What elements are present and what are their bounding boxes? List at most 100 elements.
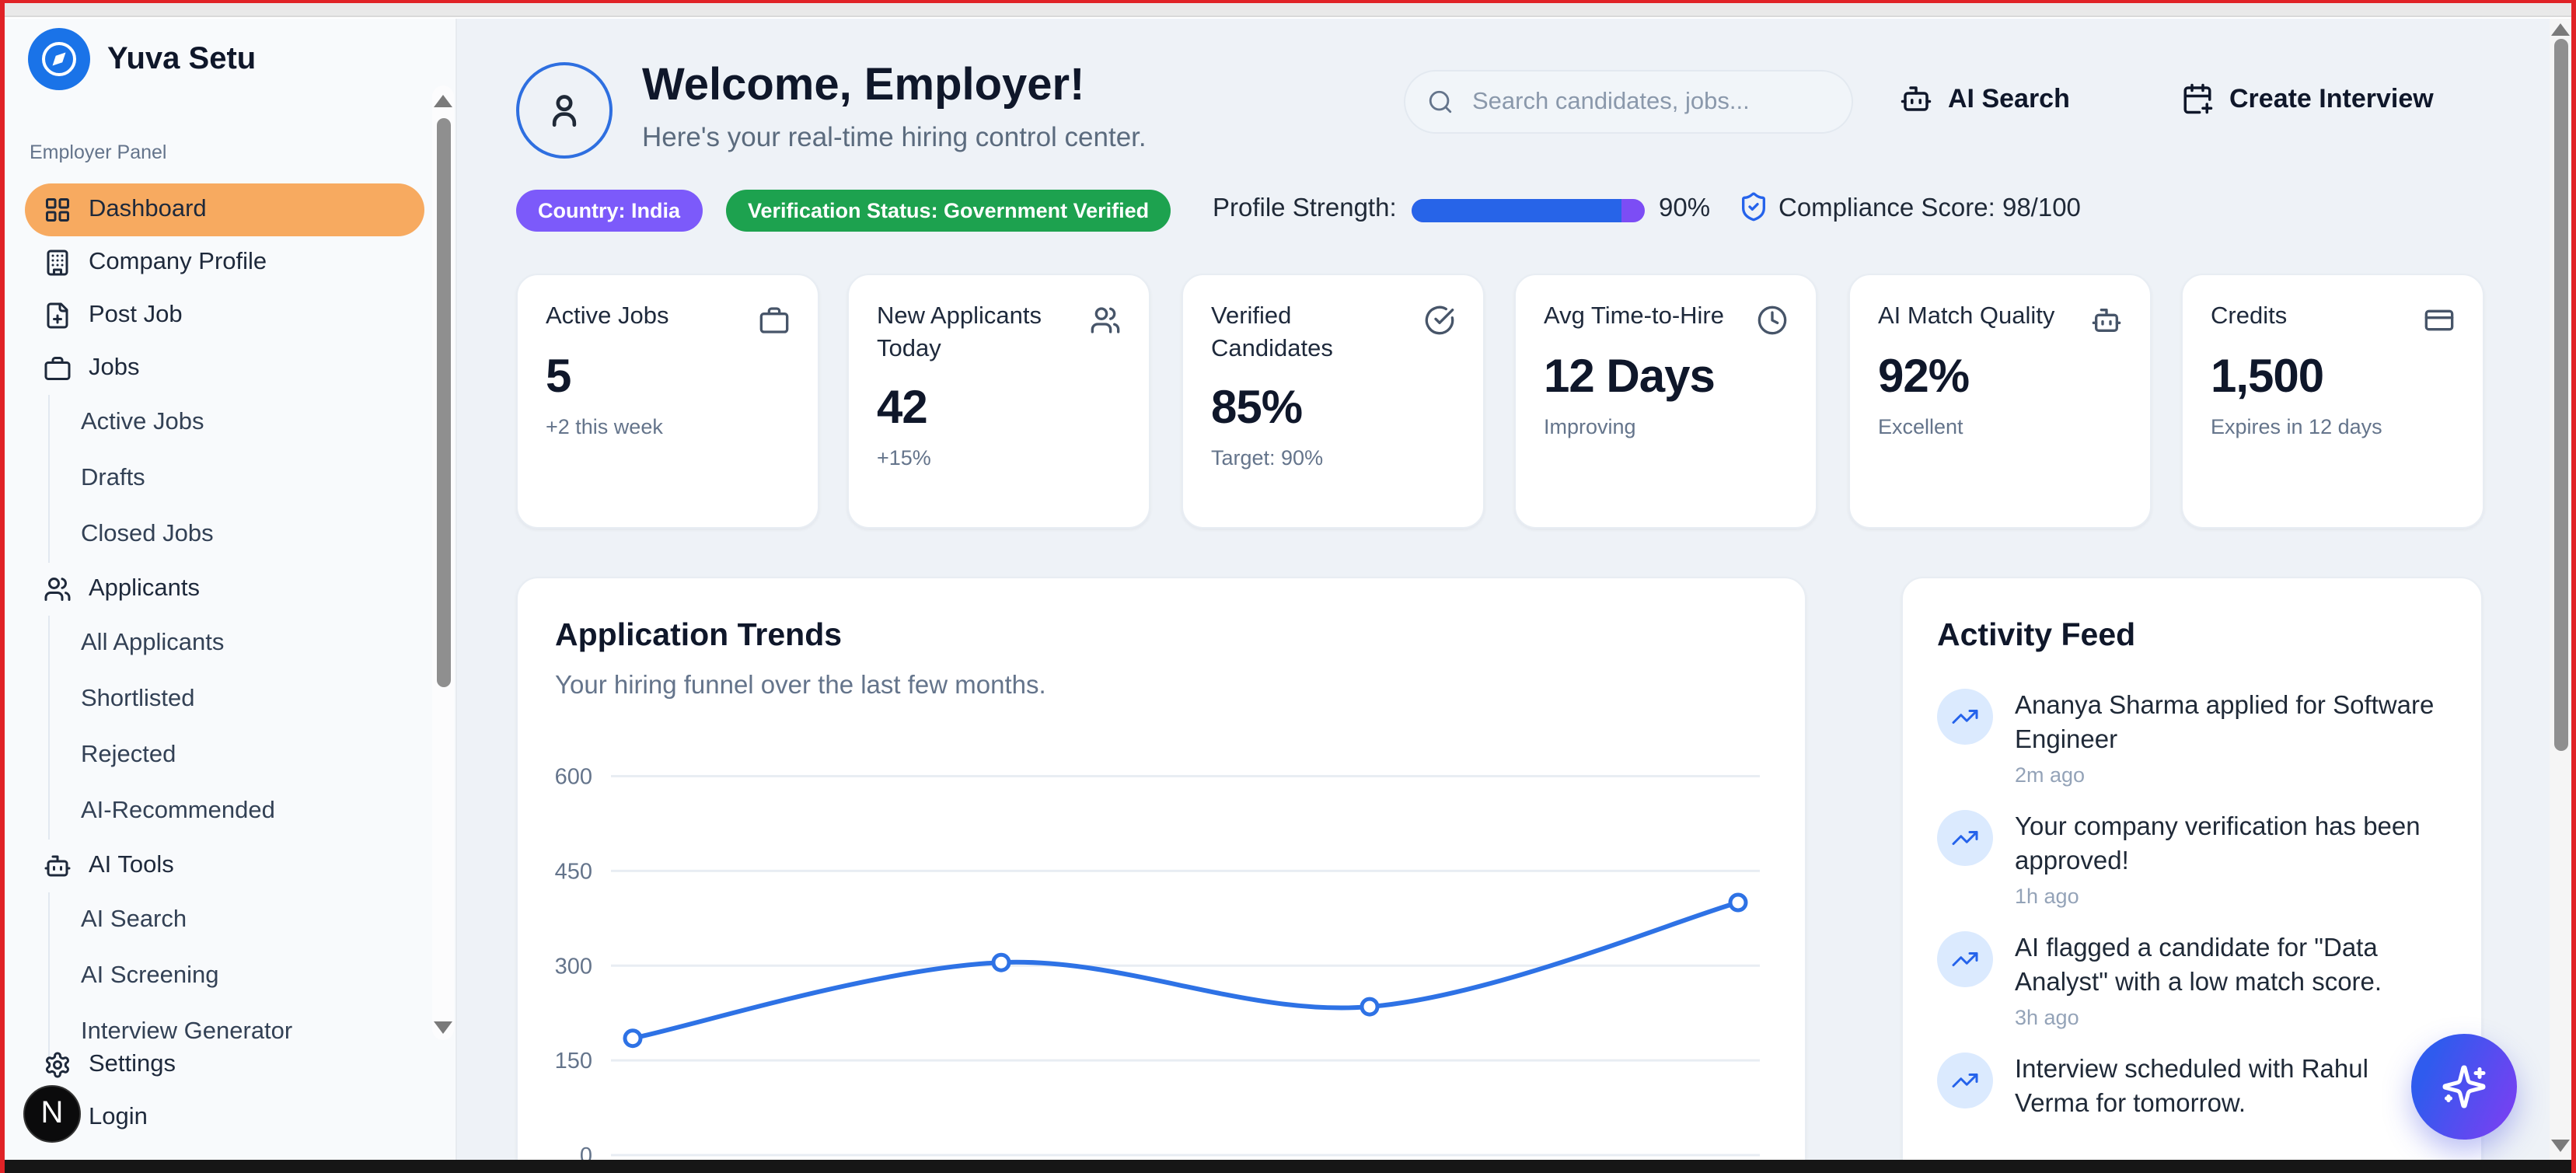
- trending-up-icon: [1937, 689, 1993, 745]
- activity-text: Your company verification has been appro…: [2015, 813, 2421, 875]
- stat-card-ai-match-quality: AI Match Quality 92% Excellent: [1848, 274, 2152, 529]
- sidebar-item-post-job[interactable]: Post Job: [25, 289, 424, 342]
- window-scrollbar-thumb[interactable]: [2553, 39, 2567, 751]
- applicants-subnav: All Applicants Shortlisted Rejected AI-R…: [48, 616, 424, 840]
- activity-item: Ananya Sharma applied for Software Engin…: [1937, 689, 2447, 787]
- ai-tools-subnav: AI Search AI Screening Interview Generat…: [48, 892, 424, 1060]
- stat-card-new-applicants: New Applicants Today 42 +15%: [847, 274, 1150, 529]
- svg-text:150: 150: [555, 1049, 592, 1074]
- bot-icon: [44, 855, 71, 877]
- profile-strength-bar: [1412, 199, 1645, 222]
- stat-value: 5: [546, 351, 571, 403]
- sidebar-item-shortlisted[interactable]: Shortlisted: [81, 686, 195, 712]
- sidebar-item-active-jobs[interactable]: Active Jobs: [81, 409, 204, 435]
- sidebar-item-drafts[interactable]: Drafts: [81, 465, 145, 491]
- stat-sub: Target: 90%: [1211, 445, 1324, 470]
- sidebar-item-all-applicants[interactable]: All Applicants: [81, 630, 225, 656]
- stat-value: 12 Days: [1544, 351, 1716, 403]
- app-window: Yuva Setu Employer Panel Dashboard Compa…: [5, 19, 2571, 1160]
- application-trends-card: Application Trends Your hiring funnel ov…: [516, 577, 1806, 1160]
- sidebar-nav: Dashboard Company Profile Post Job: [25, 183, 424, 1060]
- stat-title: AI Match Quality: [1878, 303, 2055, 330]
- building-icon: [47, 250, 68, 276]
- sidebar: Yuva Setu Employer Panel Dashboard Compa…: [5, 19, 457, 1160]
- activity-text: Ananya Sharma applied for Software Engin…: [2015, 692, 2435, 754]
- sidebar-item-label: Applicants: [89, 575, 201, 602]
- sidebar-item-label: Dashboard: [89, 196, 207, 222]
- window-scrollbar[interactable]: [2550, 19, 2571, 1160]
- stat-card-credits: Credits 1,500 Expires in 12 days: [2181, 274, 2484, 529]
- sidebar-item-jobs[interactable]: Jobs: [25, 342, 424, 395]
- gear-icon: [46, 1052, 69, 1078]
- sidebar-item-company-profile[interactable]: Company Profile: [25, 236, 424, 289]
- stat-title: Verified Candidates: [1211, 303, 1333, 362]
- sidebar-scrollbar-thumb[interactable]: [436, 118, 450, 687]
- scroll-down-arrow-icon[interactable]: [434, 1021, 452, 1034]
- search-icon: [1429, 90, 1452, 113]
- credit-card-icon: [2424, 309, 2454, 331]
- stat-card-avg-time-to-hire: Avg Time-to-Hire 12 Days Improving: [1514, 274, 1817, 529]
- ai-search-label: AI Search: [1948, 83, 2070, 113]
- trending-up-icon: [1937, 1053, 1993, 1108]
- stat-value: 1,500: [2211, 351, 2324, 403]
- brand-name: Yuva Setu: [107, 41, 257, 75]
- users-icon: [44, 578, 71, 601]
- profile-strength-fill: [1412, 199, 1621, 222]
- sidebar-item-settings[interactable]: Settings: [25, 1039, 400, 1091]
- ai-search-button[interactable]: AI Search: [1900, 82, 2070, 115]
- profile-strength-label: Profile Strength:: [1213, 194, 1397, 222]
- users-icon: [1091, 307, 1120, 333]
- create-interview-button[interactable]: Create Interview: [2181, 82, 2434, 115]
- sidebar-item-dashboard[interactable]: Dashboard: [25, 183, 424, 236]
- trending-up-icon: [1937, 810, 1993, 866]
- sidebar-item-applicants[interactable]: Applicants: [25, 563, 424, 616]
- scroll-up-arrow-icon[interactable]: [434, 95, 452, 107]
- sidebar-item-ai-screening[interactable]: AI Screening: [81, 962, 219, 989]
- activity-time: 3h ago: [2015, 1006, 2079, 1029]
- search-bar: [1404, 70, 1853, 134]
- sidebar-item-interview-generator[interactable]: Interview Generator: [81, 1018, 293, 1045]
- trending-up-icon: [1937, 931, 1993, 987]
- stat-title: Active Jobs: [546, 303, 669, 330]
- stat-card-verified-candidates: Verified Candidates 85% Target: 90%: [1182, 274, 1485, 529]
- user-icon: [552, 95, 577, 127]
- activity-item: Interview scheduled with Rahul Verma for…: [1937, 1053, 2447, 1121]
- dashboard-grid-icon: [46, 198, 69, 222]
- sidebar-item-label: Settings: [89, 1051, 176, 1077]
- chart-subtitle: Your hiring funnel over the last few mon…: [555, 672, 1046, 700]
- svg-text:600: 600: [555, 765, 592, 790]
- sidebar-item-ai-recommended[interactable]: AI-Recommended: [81, 798, 275, 824]
- page-subtitle: Here's your real-time hiring control cen…: [642, 121, 1147, 152]
- svg-text:300: 300: [555, 954, 592, 979]
- sidebar-item-closed-jobs[interactable]: Closed Jobs: [81, 521, 214, 547]
- svg-text:450: 450: [555, 859, 592, 884]
- activity-text: AI flagged a candidate for "Data Analyst…: [2015, 934, 2382, 997]
- compass-logo-icon: [28, 28, 90, 90]
- activity-text: Interview scheduled with Rahul Verma for…: [2015, 1056, 2368, 1118]
- calendar-plus-icon: [2183, 83, 2213, 114]
- sidebar-scrollbar[interactable]: [432, 86, 454, 1040]
- brand-logo-row[interactable]: Yuva Setu: [28, 28, 424, 90]
- sidebar-item-ai-tools[interactable]: AI Tools: [25, 840, 424, 892]
- activity-feed-title: Activity Feed: [1937, 617, 2136, 653]
- activity-time: 1h ago: [2015, 885, 2079, 908]
- sidebar-section-label: Employer Panel: [30, 141, 167, 163]
- sidebar-item-rejected[interactable]: Rejected: [81, 742, 176, 768]
- main-content: Welcome, Employer! Here's your real-time…: [457, 19, 2550, 1160]
- search-input[interactable]: [1469, 86, 1830, 117]
- sidebar-item-login[interactable]: Login: [25, 1091, 400, 1144]
- ai-assistant-fab[interactable]: [2411, 1034, 2517, 1140]
- stat-card-active-jobs: Active Jobs 5 +2 this week: [516, 274, 819, 529]
- scroll-up-arrow-icon[interactable]: [2551, 23, 2570, 36]
- stat-title: Credits: [2211, 303, 2288, 330]
- stat-sub: Expires in 12 days: [2211, 415, 2382, 438]
- stat-sub: Excellent: [1878, 415, 1963, 438]
- nextjs-dev-badge[interactable]: N: [23, 1085, 81, 1143]
- avatar: [516, 62, 613, 159]
- sidebar-item-ai-search[interactable]: AI Search: [81, 906, 187, 933]
- clock-icon: [1757, 305, 1787, 335]
- stat-sub: +15%: [877, 445, 931, 470]
- scroll-down-arrow-icon[interactable]: [2551, 1140, 2570, 1152]
- bot-icon: [2092, 309, 2121, 332]
